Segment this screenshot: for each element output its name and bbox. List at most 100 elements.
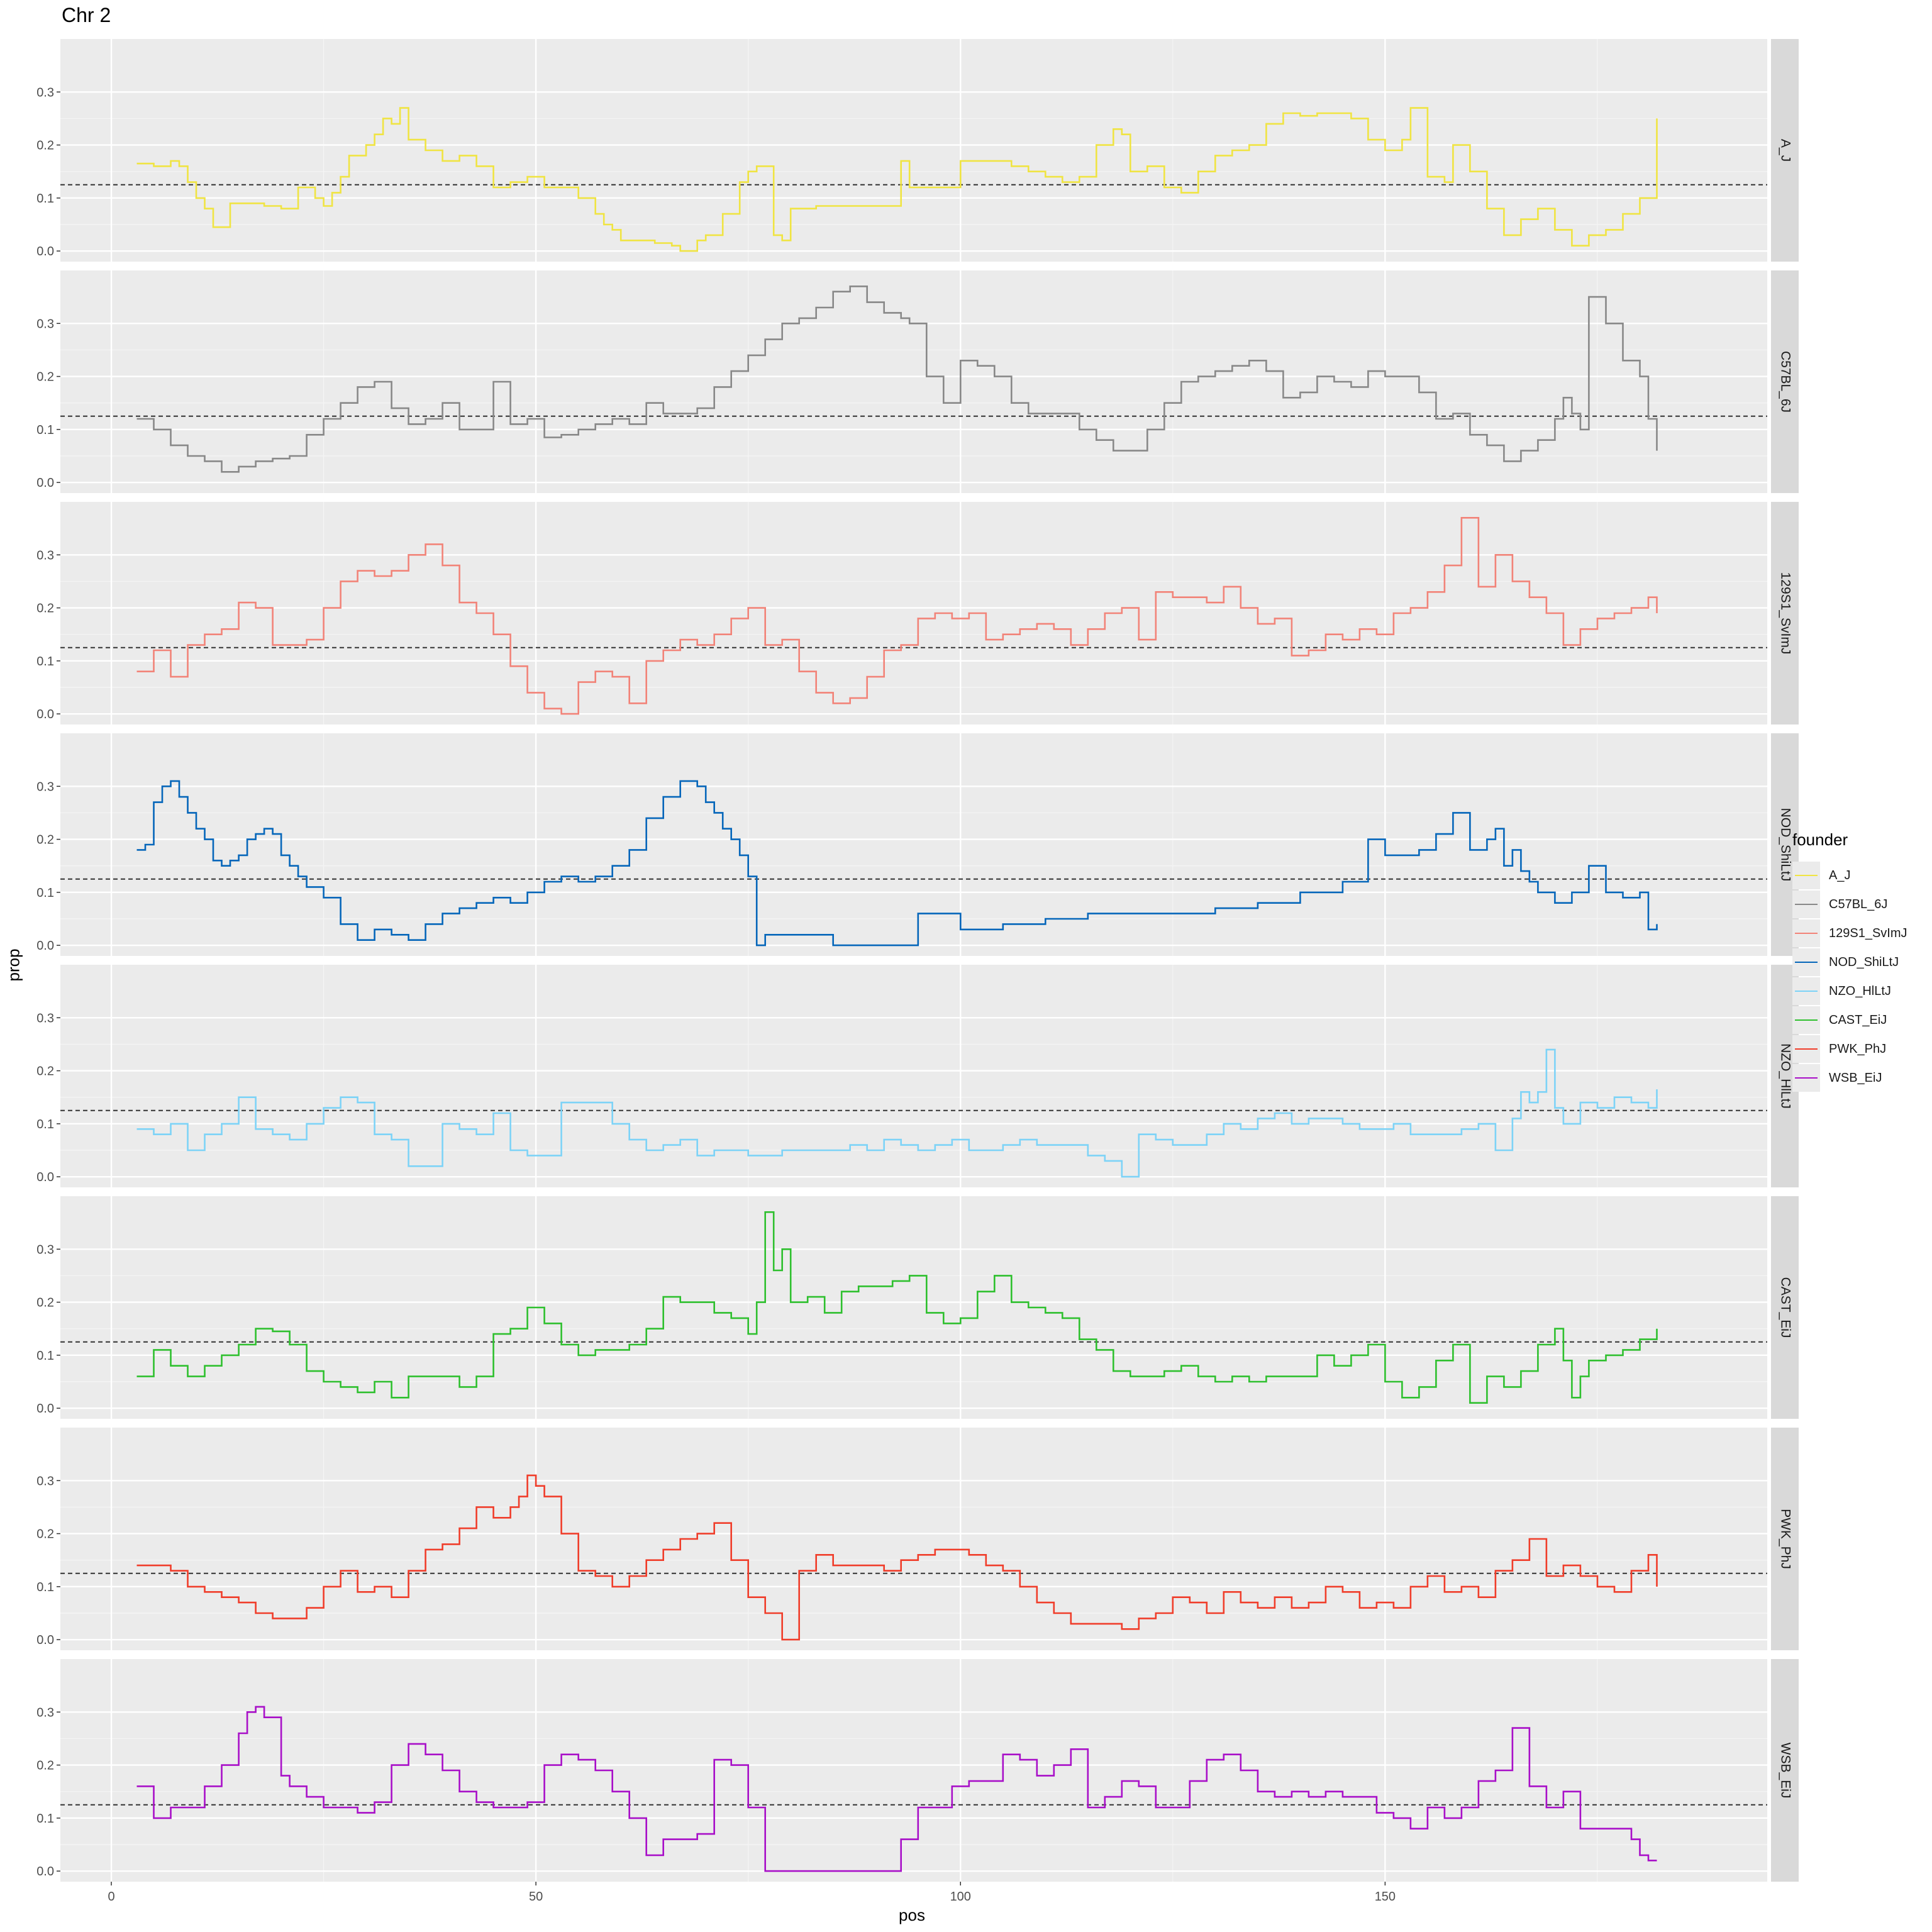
legend-key (1792, 948, 1820, 976)
series-line-129S1_SvImJ (136, 517, 1658, 715)
legend-key (1792, 862, 1820, 889)
facet-panel-129S1_SvImJ: 0.0 0.1 0.2 0.3 129S1_SvImJ (36, 502, 1799, 724)
legend: founder A_J C57BL_6J 129S1_SvImJ NOD_ShiLtJ… (1792, 830, 1907, 1092)
x-axis-label: pos (899, 1906, 925, 1924)
legend-item: CAST_EiJ (1792, 1006, 1907, 1035)
facet-panel-CAST_EiJ: 0.0 0.1 0.2 0.3 CAST_EiJ (36, 1196, 1799, 1419)
facet-strip-label: CAST_EiJ (1778, 1277, 1792, 1338)
legend-item: WSB_EiJ (1792, 1063, 1907, 1092)
facet-strip (1771, 39, 1799, 262)
legend-key (1792, 919, 1820, 947)
series-line-NZO_HlLtJ (136, 1048, 1658, 1178)
facet-strip (1771, 502, 1799, 724)
legend-key (1792, 1035, 1820, 1063)
y-tick-label: 0.1 (36, 423, 54, 437)
y-tick-label: 0.2 (36, 139, 54, 153)
legend-swatch (1795, 1019, 1818, 1021)
facet-strip (1771, 1659, 1799, 1882)
facet-strip-label: 129S1_SvImJ (1778, 572, 1792, 655)
series-line-NOD_ShiLtJ (136, 780, 1658, 947)
facet-strip-label: NOD_ShiLtJ (1778, 808, 1792, 882)
y-tick-label: 0.2 (36, 1065, 54, 1079)
legend-item: NZO_HlLtJ (1792, 977, 1907, 1006)
legend-item: A_J (1792, 861, 1907, 890)
x-tick-label: 50 (529, 1890, 543, 1904)
facet-strip-label: PWK_PhJ (1778, 1509, 1792, 1569)
y-tick-label: 0.3 (36, 548, 54, 562)
y-tick-label: 0.1 (36, 655, 54, 669)
legend-item: 129S1_SvImJ (1792, 919, 1907, 948)
facet-panel-WSB_EiJ: 0.0 0.1 0.2 0.3 WSB_EiJ (36, 1659, 1799, 1882)
y-tick-label: 0.2 (36, 1528, 54, 1541)
legend-swatch (1795, 904, 1818, 905)
legend-label: A_J (1829, 868, 1851, 882)
legend-label: NZO_HlLtJ (1829, 984, 1891, 998)
facet-strip-label: WSB_EiJ (1778, 1743, 1792, 1799)
facet-strip (1771, 1428, 1799, 1650)
facet-panel-PWK_PhJ: 0.0 0.1 0.2 0.3 PWK_PhJ (36, 1428, 1799, 1650)
legend-key (1792, 891, 1820, 918)
y-tick-label: 0.3 (36, 1706, 54, 1719)
y-tick-label: 0.0 (36, 708, 54, 721)
y-tick-label: 0.2 (36, 602, 54, 616)
series-line-PWK_PhJ (136, 1474, 1658, 1641)
panel-background (60, 1428, 1767, 1650)
series-line-WSB_EiJ (136, 1706, 1657, 1872)
legend-key (1792, 1006, 1820, 1034)
y-tick-label: 0.3 (36, 1243, 54, 1257)
x-tick-label: 100 (950, 1890, 971, 1904)
facet-panel-C57BL_6J: 0.0 0.1 0.2 0.3 C57BL_6J (36, 270, 1799, 493)
x-tick-label: 0 (108, 1890, 114, 1904)
legend-swatch (1795, 875, 1818, 876)
panel-background (60, 270, 1767, 493)
legend-swatch (1795, 1048, 1818, 1050)
x-tick-label: 150 (1375, 1890, 1396, 1904)
facet-strip-label: NZO_HlLtJ (1778, 1043, 1792, 1109)
legend-label: WSB_EiJ (1829, 1070, 1882, 1085)
y-tick-label: 0.2 (36, 1296, 54, 1310)
legend-swatch (1795, 933, 1818, 934)
y-tick-label: 0.0 (36, 1865, 54, 1879)
panel-background (60, 733, 1767, 956)
y-tick-label: 0.0 (36, 245, 54, 258)
y-tick-label: 0.3 (36, 86, 54, 99)
facet-strip-label: C57BL_6J (1778, 351, 1792, 413)
legend-key (1792, 1064, 1820, 1092)
chart-title: Chr 2 (62, 4, 111, 26)
legend-swatch (1795, 962, 1818, 963)
y-axis-label: prop (4, 948, 23, 982)
legend-items: A_J C57BL_6J 129S1_SvImJ NOD_ShiLtJ NZO_HlLt… (1792, 861, 1907, 1092)
legend-item: NOD_ShiLtJ (1792, 948, 1907, 977)
legend-key (1792, 977, 1820, 1005)
series-line-CAST_EiJ (136, 1211, 1658, 1404)
facet-panel-A_J: 0.0 0.1 0.2 0.3 A_J (36, 39, 1799, 262)
series-line-A_J (136, 107, 1658, 252)
y-tick-label: 0.1 (36, 1118, 54, 1131)
legend-label: NOD_ShiLtJ (1829, 955, 1899, 969)
y-tick-label: 0.3 (36, 317, 54, 331)
facet-panel-NZO_HlLtJ: 0.0 0.1 0.2 0.3 NZO_HlLtJ (36, 965, 1799, 1187)
legend-label: C57BL_6J (1829, 897, 1888, 911)
panel-background (60, 1196, 1767, 1419)
y-tick-label: 0.0 (36, 1633, 54, 1647)
panel-background (60, 965, 1767, 1187)
legend-title: founder (1792, 830, 1848, 849)
y-tick-label: 0.2 (36, 833, 54, 847)
legend-label: PWK_PhJ (1829, 1041, 1887, 1056)
legend-swatch (1795, 1077, 1818, 1079)
y-tick-label: 0.1 (36, 886, 54, 900)
panel-background (60, 502, 1767, 724)
facet-panel-NOD_ShiLtJ: 0.0 0.1 0.2 0.3 NOD_ShiLtJ (36, 733, 1799, 956)
y-tick-label: 0.0 (36, 476, 54, 490)
y-tick-label: 0.2 (36, 1759, 54, 1773)
y-tick-label: 0.0 (36, 1402, 54, 1416)
y-tick-label: 0.3 (36, 1011, 54, 1025)
y-tick-label: 0.3 (36, 1474, 54, 1488)
y-tick-label: 0.1 (36, 1580, 54, 1594)
facet-strip (1771, 1196, 1799, 1419)
y-tick-label: 0.2 (36, 370, 54, 384)
y-tick-label: 0.1 (36, 1812, 54, 1826)
y-tick-label: 0.1 (36, 1349, 54, 1363)
legend-item: C57BL_6J (1792, 890, 1907, 919)
